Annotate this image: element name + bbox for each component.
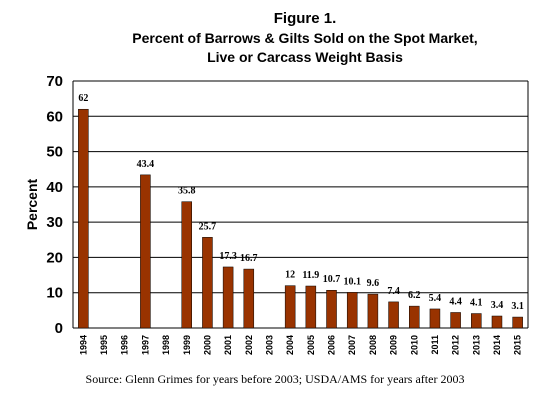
- bar-2015: [512, 316, 523, 329]
- data-label-2000: 25.7: [199, 221, 217, 232]
- bar-1997: [140, 174, 151, 329]
- y-tick-label: 20: [46, 249, 63, 266]
- bar-2012: [450, 312, 461, 329]
- data-label-2011: 5.4: [429, 293, 442, 304]
- data-label-2015: 3.1: [511, 301, 524, 312]
- y-tick-label: 50: [46, 144, 63, 161]
- data-label-2002: 16.7: [240, 253, 258, 264]
- bar-2013: [471, 313, 482, 329]
- x-tick-label-1998: 1998: [161, 335, 171, 355]
- bar-2009: [388, 301, 399, 329]
- x-tick-label-1994: 1994: [78, 335, 88, 355]
- x-tick-label-1995: 1995: [99, 335, 109, 355]
- data-label-1994: 62: [78, 93, 88, 104]
- bar-2011: [429, 308, 441, 329]
- source-note: Source: Glenn Grimes for years before 20…: [85, 372, 465, 386]
- x-tick-label-2006: 2006: [327, 335, 337, 355]
- y-tick-label: 10: [46, 285, 63, 302]
- data-label-2009: 7.4: [387, 286, 400, 297]
- data-label-2001: 17.3: [219, 251, 237, 262]
- y-tick-label: 0: [55, 320, 63, 337]
- x-tick-label-2014: 2014: [492, 335, 502, 355]
- data-label-2013: 4.1: [470, 298, 483, 309]
- data-label-2007: 10.1: [343, 276, 361, 287]
- data-label-2005: 11.9: [302, 270, 319, 281]
- data-label-2008: 9.6: [367, 278, 380, 289]
- data-label-2014: 3.4: [491, 300, 504, 311]
- x-tick-label-2003: 2003: [264, 335, 274, 355]
- x-tick-label-2015: 2015: [513, 335, 523, 355]
- bar-2014: [491, 315, 503, 329]
- y-tick-label: 60: [46, 108, 63, 125]
- data-label-2012: 4.4: [449, 296, 462, 307]
- data-label-2004: 12: [285, 270, 295, 281]
- x-tick-label-2013: 2013: [471, 335, 481, 355]
- x-tick-label-2001: 2001: [223, 335, 233, 355]
- bar-2007: [346, 292, 358, 329]
- x-tick-label-2005: 2005: [306, 335, 316, 355]
- bar-chart: 0 10 20 30 40 50 60 70 Percent 62 1994 1995 1996 43.4…: [24, 73, 529, 355]
- data-label-2006: 10.7: [323, 274, 341, 285]
- bar-2001: [222, 266, 234, 329]
- bar-1994: [78, 108, 89, 329]
- y-axis-label: Percent: [24, 178, 40, 230]
- bar-2008: [367, 293, 379, 329]
- bar-2005: [305, 285, 317, 329]
- bar-2004: [284, 285, 296, 329]
- x-tick-label-2010: 2010: [409, 335, 419, 355]
- x-tick-label-2004: 2004: [285, 335, 295, 355]
- y-tick-label: 40: [46, 179, 63, 196]
- data-label-1997: 43.4: [137, 159, 155, 170]
- bar-2010: [409, 305, 420, 329]
- x-tick-label-2000: 2000: [202, 335, 212, 355]
- x-tick-label-2011: 2011: [430, 335, 440, 355]
- chart-subtitle-line-2: Live or Carcass Weight Basis: [207, 49, 403, 65]
- x-tick-label-1997: 1997: [140, 335, 150, 355]
- chart-subtitle-line-1: Percent of Barrows & Gilts Sold on the S…: [132, 30, 478, 46]
- x-tick-label-2008: 2008: [368, 335, 378, 355]
- y-tick-label: 70: [46, 73, 63, 90]
- x-tick-label-1996: 1996: [120, 335, 130, 355]
- bar-2002: [243, 268, 255, 329]
- bar-2006: [326, 289, 337, 329]
- x-tick-label-2009: 2009: [389, 335, 399, 355]
- data-label-2010: 6.2: [408, 290, 421, 301]
- bar-2000: [202, 237, 213, 329]
- x-tick-label-2012: 2012: [451, 335, 461, 355]
- bar-1999: [181, 201, 192, 329]
- data-label-1999: 35.8: [178, 186, 196, 197]
- x-tick-label-1999: 1999: [182, 335, 192, 355]
- y-tick-label: 30: [46, 214, 63, 231]
- x-tick-label-2002: 2002: [244, 335, 254, 355]
- chart-title: Figure 1.: [273, 10, 337, 27]
- x-tick-label-2007: 2007: [347, 335, 357, 355]
